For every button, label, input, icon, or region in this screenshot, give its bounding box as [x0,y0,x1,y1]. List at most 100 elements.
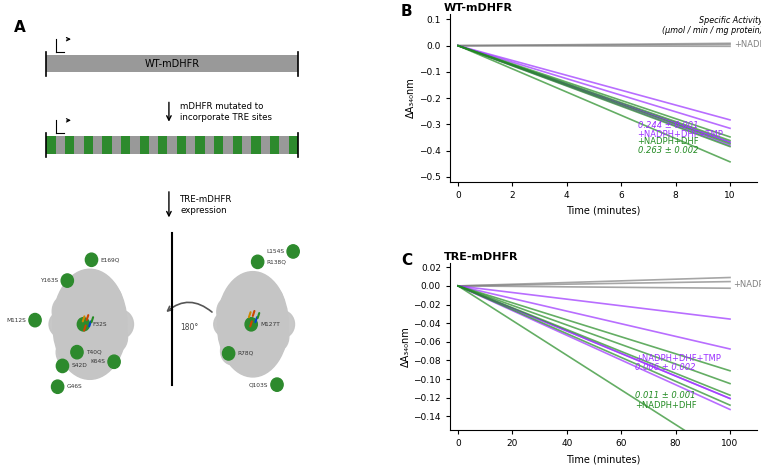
Bar [196,136,205,154]
Ellipse shape [271,378,283,391]
Text: S42D: S42D [72,363,88,368]
Ellipse shape [85,253,97,266]
Ellipse shape [235,344,253,369]
Ellipse shape [103,301,123,325]
Text: L154S: L154S [266,249,284,254]
Ellipse shape [90,276,109,305]
Bar [251,136,261,154]
Bar [46,136,56,154]
Ellipse shape [222,347,234,360]
Ellipse shape [49,311,75,337]
Text: Specific Activity
(μmol / min / mg protein): Specific Activity (μmol / min / mg prote… [663,16,761,35]
Ellipse shape [245,318,257,331]
Ellipse shape [218,272,288,377]
Ellipse shape [252,255,264,269]
Text: E169Q: E169Q [100,257,120,262]
Bar [102,136,112,154]
Ellipse shape [29,314,41,327]
Text: +NADPH: +NADPH [734,40,761,49]
Bar [233,136,242,154]
Ellipse shape [266,302,285,325]
Ellipse shape [242,273,263,303]
Y-axis label: ΔA₃₄₀nm: ΔA₃₄₀nm [406,78,416,118]
Ellipse shape [70,280,92,304]
Ellipse shape [260,288,283,313]
Text: +NADPH+DHF: +NADPH+DHF [638,137,699,146]
Text: 0.011 ± 0.001: 0.011 ± 0.001 [635,392,696,401]
Ellipse shape [52,380,64,394]
Text: WT-mDHFR: WT-mDHFR [145,59,199,69]
Ellipse shape [251,343,272,367]
X-axis label: Time (minutes): Time (minutes) [566,206,641,216]
Ellipse shape [107,323,128,351]
Ellipse shape [61,274,73,287]
Text: G46S: G46S [67,384,82,389]
Text: +NADPH+DHF+TMP: +NADPH+DHF+TMP [638,130,724,139]
Bar [177,136,186,154]
Bar [288,136,298,154]
Text: TRE-mDHFR
expression: TRE-mDHFR expression [180,195,233,215]
Bar [46,55,298,72]
Text: R78Q: R78Q [237,351,254,356]
Ellipse shape [53,269,127,379]
Ellipse shape [88,344,110,368]
Ellipse shape [221,337,244,365]
Bar [270,136,279,154]
Ellipse shape [56,359,68,373]
Bar [65,136,75,154]
Ellipse shape [71,345,90,371]
Ellipse shape [53,297,72,326]
Ellipse shape [78,346,101,377]
Ellipse shape [269,323,289,350]
Ellipse shape [71,345,83,359]
Bar [46,136,298,154]
Ellipse shape [234,282,255,305]
X-axis label: Time (minutes): Time (minutes) [566,454,641,464]
Text: +NADPH+DHF+TMP: +NADPH+DHF+TMP [635,354,721,363]
Ellipse shape [108,355,120,368]
Ellipse shape [253,278,271,306]
Bar [214,136,224,154]
Ellipse shape [287,245,299,258]
Text: A: A [14,20,26,35]
Text: TRE-mDHFR: TRE-mDHFR [444,252,518,262]
Ellipse shape [78,271,101,302]
Text: F32S: F32S [93,322,107,327]
Text: +NADPH+DHF: +NADPH+DHF [635,401,696,410]
Ellipse shape [59,286,83,315]
Ellipse shape [214,312,239,337]
Text: R138Q: R138Q [266,259,287,264]
Bar [121,136,130,154]
Ellipse shape [224,288,247,315]
Text: C: C [401,253,412,268]
Ellipse shape [97,334,121,363]
Ellipse shape [97,286,122,312]
Text: 0.244 ± 0.001: 0.244 ± 0.001 [638,121,698,130]
Ellipse shape [269,311,295,338]
Ellipse shape [242,345,263,375]
Text: WT-mDHFR: WT-mDHFR [444,3,513,13]
Text: 180°: 180° [180,323,198,332]
Ellipse shape [56,324,78,347]
Text: M112S: M112S [6,318,26,323]
Ellipse shape [217,298,237,326]
Text: K64S: K64S [90,359,105,364]
Text: 0.263 ± 0.002: 0.263 ± 0.002 [638,146,698,155]
Ellipse shape [107,310,133,339]
Bar [139,136,149,154]
Ellipse shape [260,333,282,361]
Text: Q103S: Q103S [249,382,268,387]
Ellipse shape [78,318,90,331]
Bar [158,136,167,154]
Ellipse shape [220,324,241,346]
Text: 0.006 ± 0.002: 0.006 ± 0.002 [635,363,696,372]
Text: B: B [401,4,412,19]
Bar [84,136,93,154]
Y-axis label: ΔA₃₄₀nm: ΔA₃₄₀nm [400,326,410,367]
Text: M127T: M127T [260,322,280,327]
Text: +NADPH: +NADPH [733,280,761,289]
Text: T40Q: T40Q [86,350,102,355]
Text: mDHFR mutated to
incorporate TRE sites: mDHFR mutated to incorporate TRE sites [180,102,272,122]
Text: Y163S: Y163S [40,278,59,283]
Ellipse shape [56,338,81,367]
